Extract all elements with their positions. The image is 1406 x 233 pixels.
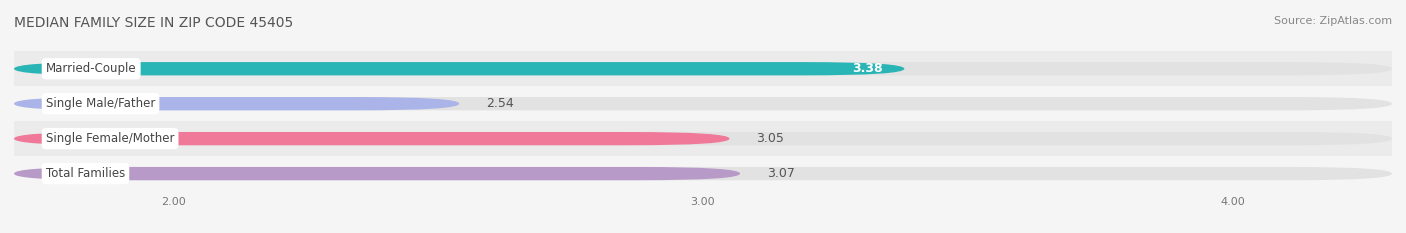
Text: Single Male/Father: Single Male/Father — [46, 97, 155, 110]
FancyBboxPatch shape — [14, 167, 1392, 180]
Text: 3.05: 3.05 — [756, 132, 785, 145]
Text: MEDIAN FAMILY SIZE IN ZIP CODE 45405: MEDIAN FAMILY SIZE IN ZIP CODE 45405 — [14, 16, 294, 30]
FancyBboxPatch shape — [14, 62, 1392, 75]
FancyBboxPatch shape — [14, 167, 740, 180]
FancyBboxPatch shape — [14, 156, 1392, 191]
Text: 3.07: 3.07 — [766, 167, 794, 180]
FancyBboxPatch shape — [14, 86, 1392, 121]
FancyBboxPatch shape — [14, 97, 460, 110]
FancyBboxPatch shape — [14, 132, 1392, 145]
FancyBboxPatch shape — [14, 97, 1392, 110]
Text: Married-Couple: Married-Couple — [46, 62, 136, 75]
FancyBboxPatch shape — [14, 132, 730, 145]
FancyBboxPatch shape — [14, 51, 1392, 86]
Text: 3.38: 3.38 — [852, 62, 883, 75]
FancyBboxPatch shape — [14, 62, 904, 75]
FancyBboxPatch shape — [14, 121, 1392, 156]
Text: Total Families: Total Families — [46, 167, 125, 180]
Text: Single Female/Mother: Single Female/Mother — [46, 132, 174, 145]
Text: 2.54: 2.54 — [485, 97, 513, 110]
Text: Source: ZipAtlas.com: Source: ZipAtlas.com — [1274, 16, 1392, 26]
